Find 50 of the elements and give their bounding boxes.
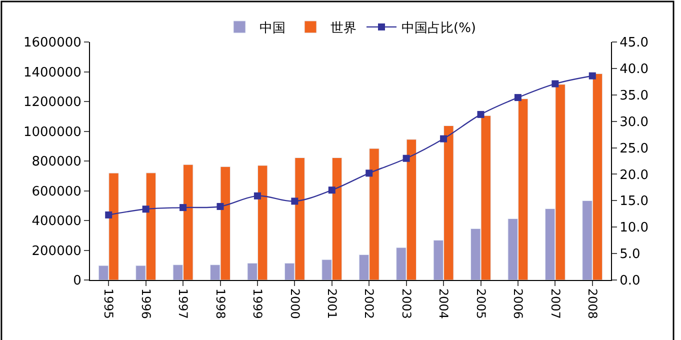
x-tick-label: 1998 [213, 288, 228, 319]
y-tick-label: 1200000 [23, 95, 82, 110]
y-tick-label: 600000 [32, 184, 82, 200]
legend-label: 中国占比(%) [402, 21, 476, 36]
y-tick-label: 400000 [32, 214, 82, 230]
point [105, 211, 112, 218]
x-tick-label: 2004 [436, 288, 451, 319]
y2-tick-label: 45.0 [620, 36, 649, 51]
y2-tick-label: 25.0 [620, 141, 649, 156]
y2-tick-label: 40.0 [620, 62, 649, 77]
point [402, 154, 410, 162]
y-tick-label: 800000 [32, 154, 82, 170]
x-tick-label: 1999 [250, 288, 265, 319]
x-tick-label: 2001 [324, 288, 339, 319]
x-tick-label: 1995 [102, 288, 116, 319]
y2-tick-label: 30.0 [620, 114, 649, 130]
x-tick-label: 2008 [585, 288, 600, 319]
y-tick-label: 1000000 [23, 124, 82, 140]
y2-tick-label: 10.0 [620, 220, 649, 236]
x-tick-label: 2002 [362, 288, 376, 319]
y2-tick-label: 20.0 [620, 168, 649, 183]
x-tick-label: 2000 [288, 288, 302, 319]
point [552, 80, 559, 88]
x-tick-label: 2003 [399, 288, 414, 319]
y2-tick-label: 15.0 [620, 194, 649, 210]
x-tick-label: 1996 [138, 288, 153, 319]
y-tick-label: 0 [73, 274, 82, 289]
point [180, 204, 187, 212]
point [142, 206, 150, 213]
point [588, 72, 596, 80]
point [328, 186, 336, 194]
x-tick-label: 2005 [474, 288, 488, 319]
point [254, 192, 261, 200]
y-tick-label: 200000 [32, 244, 82, 259]
y-tick-label: 1400000 [23, 65, 82, 80]
x-tick-label: 2007 [548, 288, 562, 319]
point [477, 110, 484, 118]
legend-label: 中国 [260, 21, 286, 36]
y-tick-label: 1600000 [23, 36, 82, 51]
point [514, 94, 522, 102]
x-tick-label: 2006 [511, 288, 526, 319]
y2-tick-label: 0.0 [620, 274, 640, 289]
point [216, 202, 224, 210]
legend-label: 世界 [330, 21, 356, 36]
point [291, 198, 298, 205]
y2-tick-label: 5.0 [620, 247, 640, 262]
point [440, 135, 448, 142]
point [366, 170, 373, 177]
y2-tick-label: 35.0 [620, 88, 649, 104]
x-tick-label: 1997 [176, 288, 190, 319]
